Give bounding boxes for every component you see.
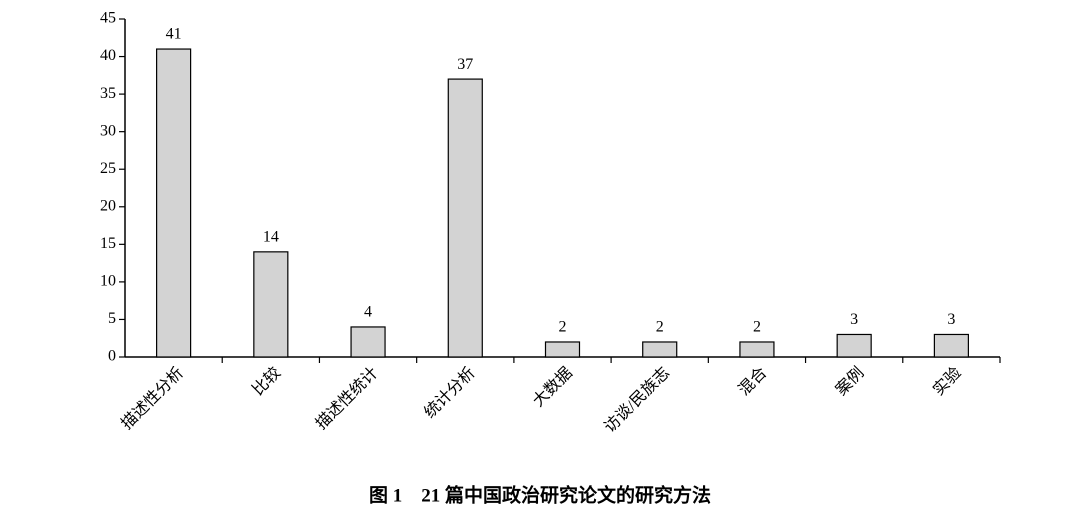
x-tick-label: 描述性统计 (312, 364, 381, 433)
x-tick-label: 统计分析 (421, 364, 479, 422)
x-tick-label: 访谈/民族志 (601, 364, 673, 436)
x-tick-label: 案例 (832, 364, 867, 399)
bar (544, 341, 581, 358)
x-tick-label: 混合 (735, 364, 770, 399)
data-label: 14 (263, 229, 279, 246)
bar (156, 48, 192, 358)
bar (642, 341, 678, 358)
data-label: 4 (364, 304, 372, 321)
bar (933, 333, 969, 358)
y-tick-label: 25 (100, 160, 116, 177)
y-tick-label: 40 (100, 47, 116, 64)
y-tick-label: 20 (100, 197, 116, 214)
bar (836, 333, 872, 358)
x-tick-label: 比较 (249, 364, 284, 399)
x-tick-label: 大数据 (529, 364, 576, 411)
x-tick-label: 描述性分析 (118, 364, 187, 433)
y-tick-label: 0 (108, 348, 116, 365)
data-label: 41 (166, 26, 182, 43)
bar (253, 251, 289, 358)
data-label: 3 (850, 311, 858, 328)
bar (447, 78, 483, 358)
y-tick-label: 10 (100, 273, 116, 290)
data-label: 3 (947, 311, 955, 328)
y-tick-label: 45 (100, 10, 116, 27)
data-label: 2 (753, 319, 761, 336)
y-tick-label: 15 (100, 235, 116, 252)
x-tick-label: 实验 (929, 364, 964, 399)
data-label: 2 (656, 319, 664, 336)
y-tick-label: 35 (100, 85, 116, 102)
data-label: 37 (457, 56, 473, 73)
bar (350, 326, 386, 358)
data-label: 2 (559, 319, 567, 336)
y-tick-label: 5 (108, 310, 116, 327)
bar (739, 341, 775, 358)
chart-title: 图 1 21 篇中国政治研究论文的研究方法 (369, 483, 711, 506)
y-tick-label: 30 (100, 122, 116, 139)
